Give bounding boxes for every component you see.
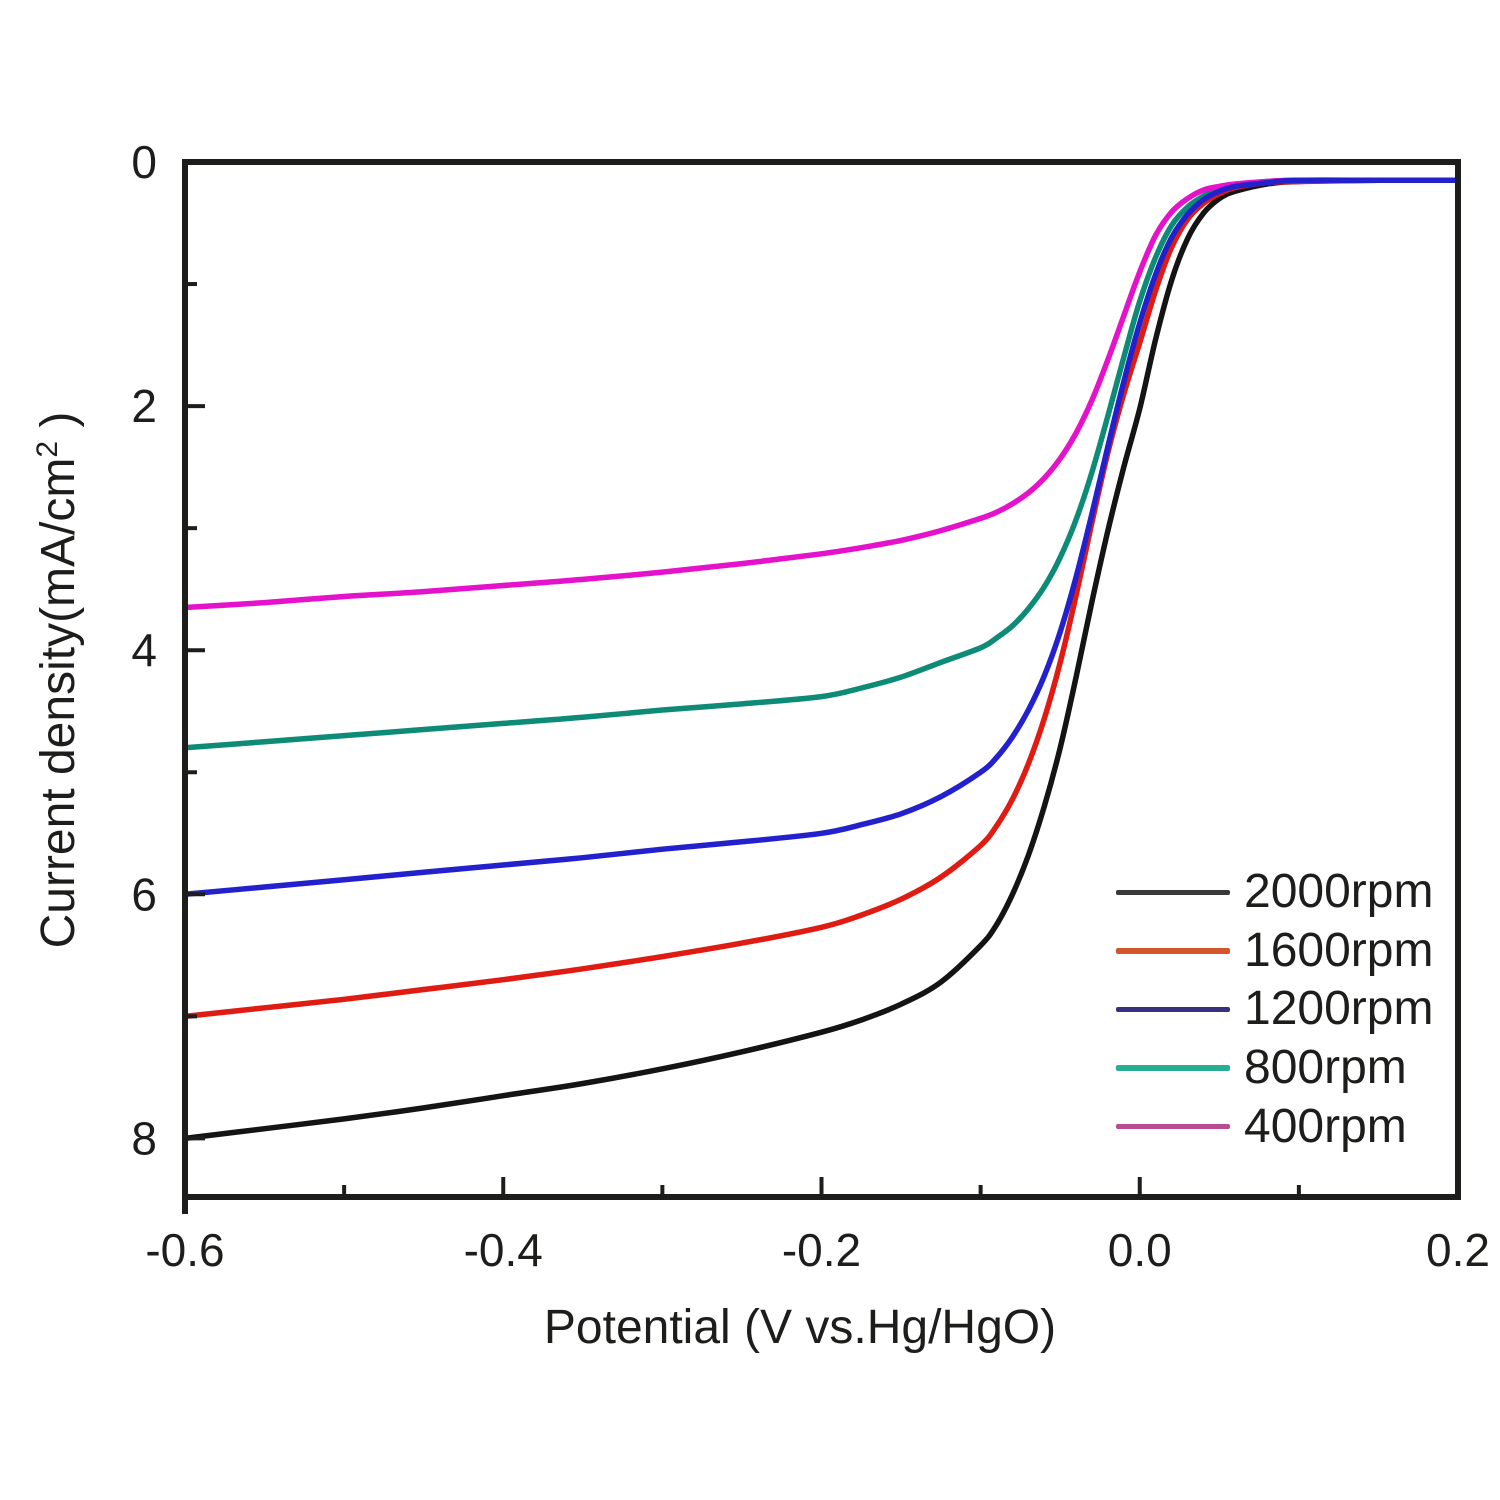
- y-tick-label: 6: [131, 868, 157, 920]
- legend: 2000rpm 1600rpm 1200rpm 800rpm 400rpm: [1116, 863, 1433, 1156]
- x-tick-label: -0.2: [782, 1224, 861, 1276]
- y-tick-label: 8: [131, 1112, 157, 1164]
- x-tick-label: -0.4: [464, 1224, 543, 1276]
- x-axis-title-text: Potential (V vs.Hg/HgO): [543, 1301, 1057, 1354]
- legend-label-800rpm: 800rpm: [1244, 1041, 1407, 1095]
- legend-item-1600rpm: 1600rpm: [1116, 922, 1433, 981]
- legend-item-800rpm: 800rpm: [1116, 1039, 1433, 1098]
- legend-line-swatch-400rpm: [1116, 1123, 1230, 1130]
- legend-line-swatch-1600rpm: [1116, 948, 1230, 954]
- legend-line-swatch-1200rpm: [1116, 1006, 1230, 1013]
- legend-label-1600rpm: 1600rpm: [1244, 923, 1434, 977]
- x-tick-label: 0.2: [1426, 1224, 1490, 1276]
- legend-item-2000rpm: 2000rpm: [1116, 863, 1433, 922]
- y-tick-label: 2: [131, 380, 157, 432]
- x-tick-label: 0.0: [1108, 1224, 1172, 1276]
- legend-line-swatch-2000rpm: [1116, 889, 1230, 896]
- y-axis-title-superscript: 2: [31, 440, 64, 458]
- legend-label-400rpm: 400rpm: [1244, 1099, 1407, 1153]
- legend-label-1200rpm: 1200rpm: [1244, 982, 1434, 1036]
- y-axis-title-close: ): [32, 411, 85, 441]
- y-axis-title-text: Current density(mA/cm: [32, 457, 85, 949]
- legend-item-400rpm: 400rpm: [1116, 1097, 1433, 1156]
- y-tick-label: 4: [131, 624, 157, 676]
- curve-2000rpm: [182, 177, 1461, 1142]
- legend-label-2000rpm: 2000rpm: [1244, 865, 1434, 919]
- legend-line-swatch-800rpm: [1116, 1065, 1230, 1071]
- curve-400rpm: [182, 177, 1461, 611]
- curve-1200rpm: [182, 177, 1461, 898]
- x-tick-label: -0.6: [145, 1224, 224, 1276]
- curve-800rpm: [182, 177, 1461, 751]
- legend-item-1200rpm: 1200rpm: [1116, 980, 1433, 1039]
- y-tick-label: 0: [131, 136, 157, 188]
